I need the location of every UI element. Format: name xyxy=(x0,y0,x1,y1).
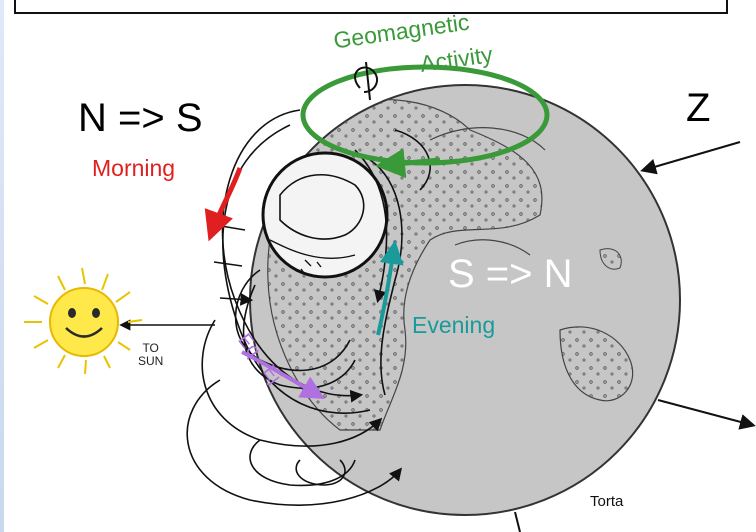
rotation-arrow-icon xyxy=(354,61,379,101)
to-sun-label: TO SUN xyxy=(138,342,163,368)
window-edge xyxy=(0,0,4,532)
geomagnetic-arrow xyxy=(375,148,441,179)
evening-label: Evening xyxy=(412,312,496,338)
morning-label: Morning xyxy=(92,155,176,181)
eq-ej-arrow xyxy=(241,350,325,399)
evening-arrow xyxy=(376,240,404,336)
to-sun-line2: SUN xyxy=(138,354,164,368)
earth-globe xyxy=(249,84,681,516)
n-to-s-label: N => S xyxy=(78,96,203,140)
caption-box xyxy=(14,0,728,14)
morning-arrow xyxy=(204,167,243,242)
axis-tick xyxy=(514,511,521,532)
smiling-sun-icon xyxy=(24,267,143,375)
z-label: Z xyxy=(686,86,711,130)
polar-cap xyxy=(261,151,389,279)
s-to-n-label: S => N xyxy=(448,252,573,296)
to-sun-line1: TO xyxy=(142,341,159,355)
z-pointer xyxy=(640,141,741,175)
author-label: Torta xyxy=(590,493,624,510)
z-pointer-lower xyxy=(657,399,756,430)
